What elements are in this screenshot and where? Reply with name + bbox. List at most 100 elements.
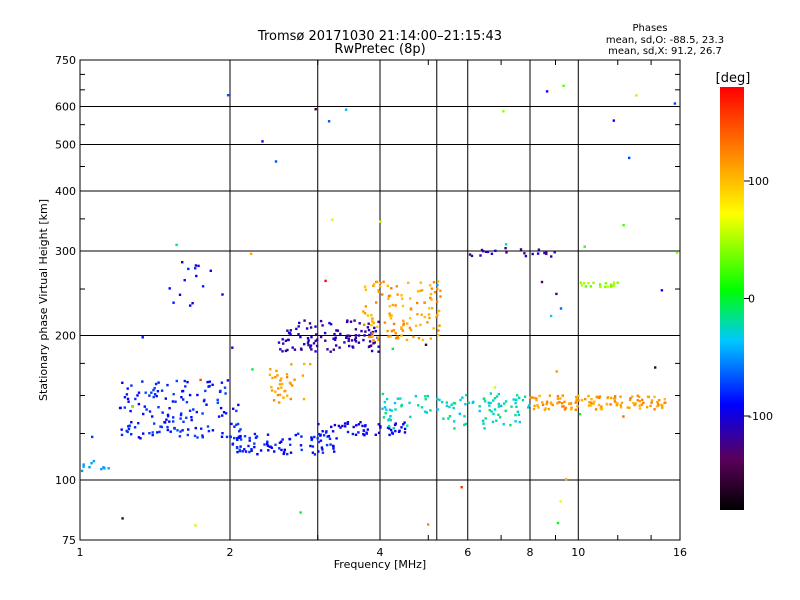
data-point xyxy=(432,327,435,330)
data-point xyxy=(171,400,175,403)
data-point xyxy=(166,415,170,418)
data-point xyxy=(642,401,645,404)
data-point xyxy=(347,337,350,340)
data-point xyxy=(516,410,520,413)
data-point xyxy=(332,444,335,448)
data-point xyxy=(274,390,277,393)
data-point xyxy=(364,424,367,427)
data-point xyxy=(408,401,411,405)
data-point xyxy=(195,274,198,278)
data-point xyxy=(407,281,410,284)
data-point xyxy=(537,406,540,409)
data-point xyxy=(389,419,392,422)
data-point xyxy=(441,400,444,404)
data-point xyxy=(567,402,571,405)
data-point xyxy=(102,466,105,469)
data-point xyxy=(200,427,203,430)
data-point xyxy=(365,431,368,434)
data-point xyxy=(391,303,394,307)
data-point xyxy=(217,415,221,418)
data-point xyxy=(650,401,653,404)
data-point xyxy=(484,417,487,420)
data-point xyxy=(118,406,122,410)
data-point xyxy=(638,400,642,403)
data-point xyxy=(364,305,367,308)
data-point xyxy=(179,417,182,420)
data-point xyxy=(616,402,619,405)
data-point xyxy=(324,431,328,434)
y-tick-label: 400 xyxy=(55,185,76,198)
data-point xyxy=(351,432,355,436)
data-point xyxy=(395,336,398,340)
data-point xyxy=(248,439,251,442)
data-point xyxy=(353,319,356,322)
data-point xyxy=(281,338,284,341)
data-point xyxy=(541,401,544,404)
data-point xyxy=(514,401,517,405)
data-point xyxy=(488,404,491,407)
data-point xyxy=(269,368,272,371)
data-point xyxy=(344,108,348,111)
y-tick-label: 100 xyxy=(55,474,76,487)
data-point xyxy=(191,302,194,305)
data-point xyxy=(372,321,375,325)
data-point xyxy=(182,398,185,401)
data-point xyxy=(121,381,124,384)
data-point xyxy=(381,407,384,410)
data-point xyxy=(394,422,397,425)
data-point xyxy=(598,283,602,286)
data-point xyxy=(332,337,335,340)
data-point xyxy=(326,435,329,438)
data-point xyxy=(448,415,452,418)
data-point xyxy=(148,410,152,413)
data-point xyxy=(479,254,482,257)
data-point xyxy=(590,401,593,405)
data-point xyxy=(371,320,374,323)
data-point xyxy=(233,436,236,440)
data-point xyxy=(424,410,427,413)
data-point xyxy=(270,385,273,389)
data-point xyxy=(268,373,272,376)
data-point xyxy=(633,403,636,407)
data-point xyxy=(223,386,227,389)
data-point xyxy=(483,427,486,430)
data-point xyxy=(279,348,282,351)
data-point xyxy=(175,243,178,247)
data-point xyxy=(463,423,466,427)
data-point xyxy=(285,394,289,397)
data-point xyxy=(424,343,428,346)
data-point xyxy=(153,422,156,425)
data-point xyxy=(514,420,517,423)
data-point xyxy=(285,373,289,376)
data-point xyxy=(377,350,380,353)
data-point xyxy=(321,451,325,454)
data-point xyxy=(655,405,659,408)
data-point xyxy=(675,251,679,254)
data-point xyxy=(270,389,274,392)
data-point xyxy=(425,411,429,414)
data-point xyxy=(163,421,167,424)
data-point xyxy=(311,445,315,448)
data-point xyxy=(453,420,456,423)
data-point xyxy=(500,404,503,408)
data-point xyxy=(419,289,422,293)
data-point xyxy=(90,462,93,465)
grid xyxy=(80,60,680,540)
data-point xyxy=(592,402,595,405)
data-point xyxy=(345,336,348,339)
data-point xyxy=(281,350,284,353)
data-point xyxy=(349,320,353,323)
data-point xyxy=(435,300,439,303)
data-point xyxy=(370,314,373,317)
data-point xyxy=(266,440,269,443)
data-point xyxy=(437,309,440,313)
data-point xyxy=(230,422,233,426)
data-point xyxy=(383,406,387,409)
data-point xyxy=(518,396,521,399)
data-point xyxy=(468,253,472,256)
data-point xyxy=(379,281,382,285)
data-point xyxy=(420,406,424,409)
data-point xyxy=(414,395,418,398)
data-point xyxy=(555,292,558,296)
data-point xyxy=(301,374,305,377)
